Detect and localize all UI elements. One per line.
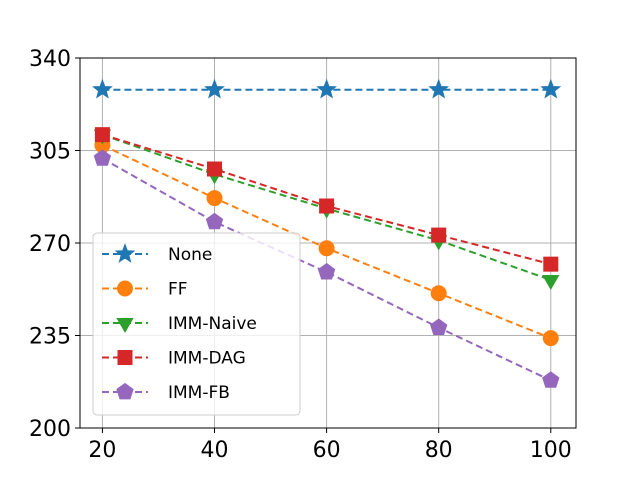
legend-item-ff: FF <box>102 280 188 300</box>
legend-item-imm-fb: IMM-FB <box>102 382 230 403</box>
data-point-none-20 <box>92 78 113 99</box>
data-point-none-100 <box>540 78 562 99</box>
x-tick-label: 80 <box>425 438 453 463</box>
legend-marker <box>114 243 136 263</box>
legend: None FF IMM-Naive IMM-DAG IMM-FB <box>92 232 301 416</box>
data-point-ff-100 <box>542 330 559 347</box>
series-line-imm-fb <box>101 157 552 382</box>
legend-item-imm-naive: IMM-Naive <box>102 314 257 334</box>
data-point-imm-fb-60 <box>317 262 336 280</box>
data-point-imm-dag-80 <box>431 227 447 243</box>
x-tick-label: 40 <box>201 438 229 463</box>
legend-label: IMM-DAG <box>168 349 246 369</box>
x-tick-label: 20 <box>88 438 116 463</box>
series-layer <box>92 78 562 388</box>
series-none <box>92 78 562 99</box>
data-point-imm-fb-100 <box>542 371 560 388</box>
legend-item-none: None <box>102 243 212 265</box>
data-point-ff-60 <box>318 240 335 257</box>
legend-label: None <box>168 245 212 265</box>
y-tick-label: 305 <box>29 140 71 165</box>
legend-label: FF <box>168 280 188 300</box>
data-point-imm-fb-20 <box>93 149 112 166</box>
data-point-ff-40 <box>206 190 223 207</box>
x-tick-label: 100 <box>530 438 572 463</box>
legend-item-imm-dag: IMM-DAG <box>102 349 246 369</box>
y-tick-label: 235 <box>29 325 71 350</box>
y-tick-label: 340 <box>29 47 71 72</box>
series-imm-dag <box>94 127 559 272</box>
axis-ticks: 20 40 60 80 100 200 235 270 305 340 <box>29 47 572 463</box>
data-point-none-60 <box>316 78 337 99</box>
data-point-imm-dag-60 <box>319 198 335 214</box>
y-tick-label: 270 <box>29 232 71 257</box>
legend-marker <box>117 350 133 365</box>
legend-label: IMM-Naive <box>168 314 257 334</box>
legend-label: IMM-FB <box>168 383 230 403</box>
legend-marker <box>117 280 133 297</box>
data-point-none-80 <box>428 78 450 99</box>
data-point-imm-fb-40 <box>205 212 224 230</box>
x-tick-label: 60 <box>313 438 341 463</box>
data-point-imm-fb-80 <box>430 318 448 335</box>
data-point-none-40 <box>204 78 225 99</box>
series-imm-fb <box>93 149 560 388</box>
data-point-imm-dag-100 <box>543 256 559 272</box>
y-tick-label: 200 <box>29 417 71 442</box>
data-point-imm-dag-20 <box>94 127 110 143</box>
data-point-ff-80 <box>430 285 447 302</box>
legend-marker <box>116 382 134 400</box>
data-point-imm-naive-100 <box>542 275 560 291</box>
legend-box <box>92 232 301 416</box>
legend-marker <box>116 318 134 334</box>
data-point-imm-dag-40 <box>207 161 223 177</box>
